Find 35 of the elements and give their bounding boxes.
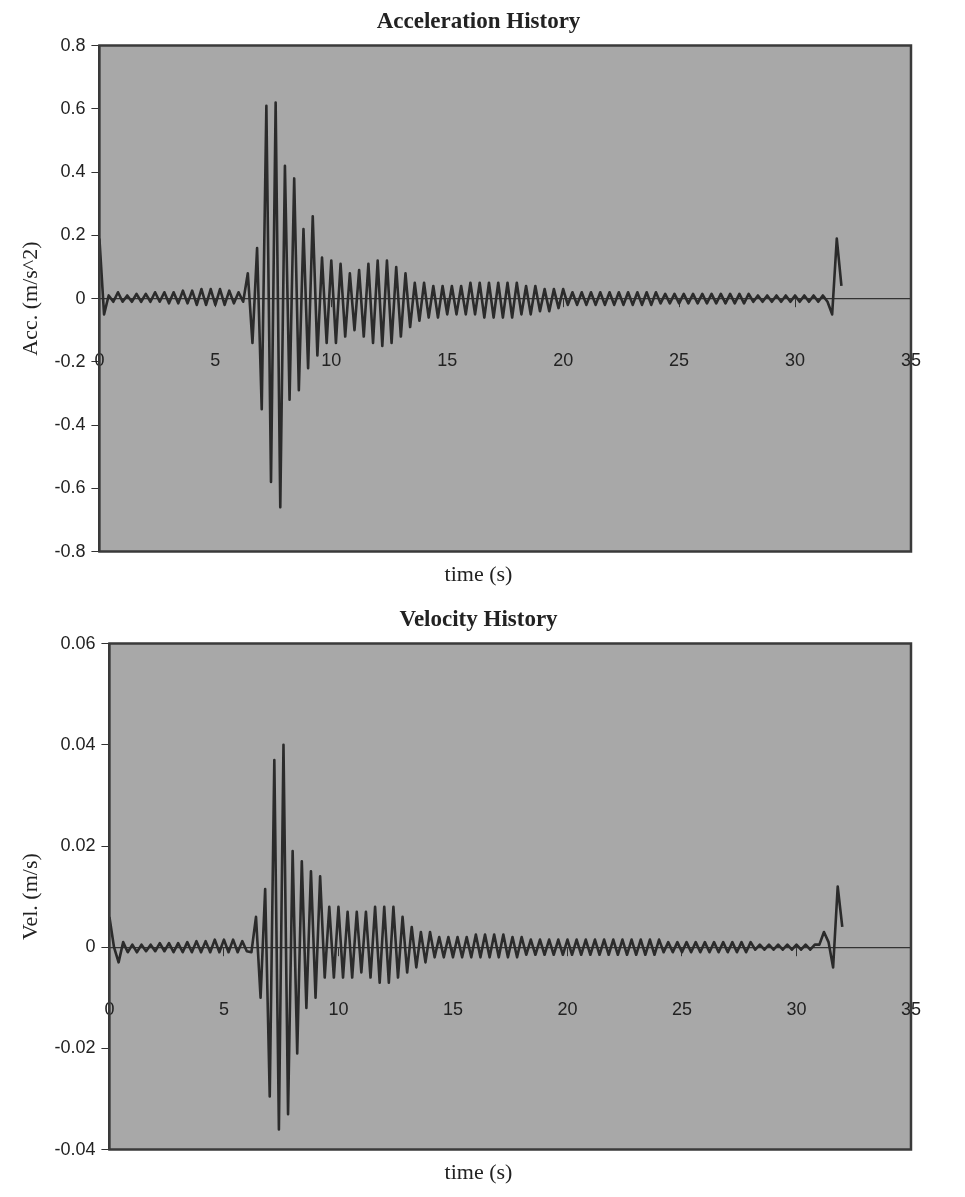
y-tick-label: -0.02 [54,1037,96,1058]
y-tick-label: 0.04 [60,733,96,754]
x-tick-label: 15 [442,998,463,1019]
x-tick-label: 25 [671,998,692,1019]
y-axis-title: Vel. (m/s) [16,853,42,940]
y-tick-label: 0.06 [60,632,96,653]
x-tick-label: 10 [328,998,349,1019]
y-tick-label: -0.8 [54,540,86,561]
y-tick-label: -0.2 [54,350,86,371]
x-tick-label: 20 [557,998,578,1019]
y-tick-label: -0.6 [54,477,86,498]
y-tick-label: 0 [75,287,86,308]
chart-title: Velocity History [399,605,559,631]
y-tick-label: 0.2 [60,224,86,245]
x-tick-label: 5 [218,998,229,1019]
y-tick-label: -0.4 [54,414,86,435]
y-tick-label: 0.4 [60,161,86,182]
y-tick-label: 0.02 [60,834,96,855]
x-tick-label: 35 [900,998,921,1019]
x-tick-label: 20 [553,350,574,371]
x-tick-label: 15 [437,350,458,371]
x-tick-label: 35 [900,350,921,371]
x-tick-label: 30 [786,998,807,1019]
x-tick-label: 30 [785,350,806,371]
x-axis-title: time (s) [444,560,513,586]
y-tick-label: 0.6 [60,97,86,118]
y-axis-title: Acc. (m/s^2) [16,241,42,356]
y-tick-label: 0 [85,936,96,957]
chart-title: Acceleration History [376,7,581,33]
x-tick-label: 10 [321,350,342,371]
x-tick-label: 5 [210,350,221,371]
x-tick-label: 25 [669,350,690,371]
y-tick-label: -0.04 [54,1138,96,1159]
x-axis-title: time (s) [444,1158,513,1184]
y-tick-label: 0.8 [60,34,86,55]
